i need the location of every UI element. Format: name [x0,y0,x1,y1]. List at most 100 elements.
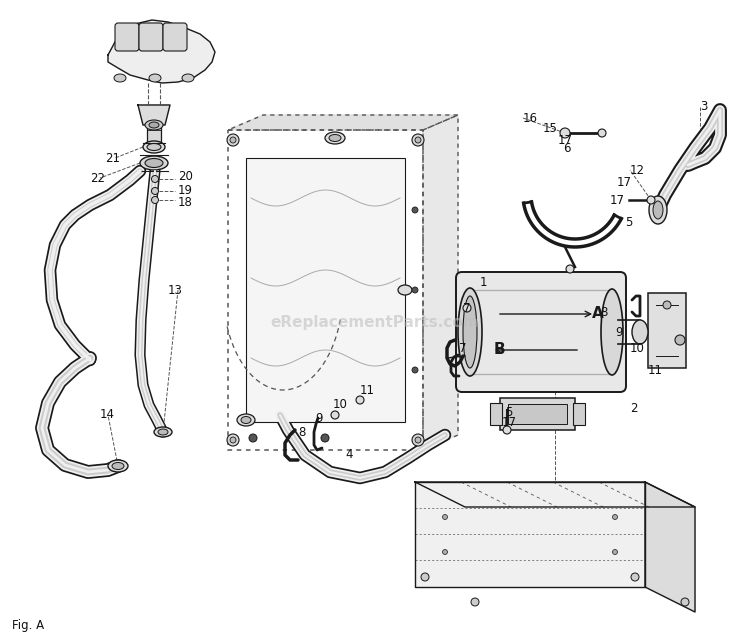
Ellipse shape [458,288,482,376]
Ellipse shape [632,320,648,344]
Text: 17: 17 [502,415,517,429]
Bar [573,403,585,425]
Text: 17: 17 [610,193,625,207]
Polygon shape [415,482,695,507]
Text: A: A [592,307,604,322]
Ellipse shape [147,144,161,151]
Circle shape [249,434,257,442]
Text: 8: 8 [600,307,608,319]
FancyBboxPatch shape [163,23,187,51]
Ellipse shape [237,414,255,426]
Circle shape [647,196,655,204]
Text: eReplacementParts.com: eReplacementParts.com [271,314,479,329]
Text: 5: 5 [625,216,632,230]
Circle shape [503,426,511,434]
Circle shape [412,134,424,146]
Ellipse shape [653,201,663,219]
Text: 20: 20 [178,170,193,184]
Circle shape [442,550,448,555]
Circle shape [631,573,639,581]
Text: 15: 15 [543,121,558,134]
Text: 2: 2 [630,401,638,415]
Ellipse shape [143,141,165,153]
Circle shape [321,434,329,442]
Circle shape [412,287,418,293]
Bar [508,404,567,424]
Text: 11: 11 [360,384,375,396]
Circle shape [566,265,574,273]
Circle shape [442,515,448,520]
Circle shape [421,573,429,581]
Circle shape [471,598,479,606]
Circle shape [463,304,471,312]
Circle shape [230,137,236,143]
Circle shape [681,598,689,606]
Polygon shape [645,482,695,612]
Ellipse shape [154,427,172,437]
Circle shape [152,176,158,183]
Ellipse shape [149,74,161,82]
Text: B: B [494,343,506,357]
Text: 6: 6 [563,141,571,155]
Text: 17: 17 [558,134,573,146]
Circle shape [415,437,421,443]
Circle shape [613,550,617,555]
Text: 11: 11 [648,364,663,377]
Text: 12: 12 [630,163,645,177]
Circle shape [412,434,424,446]
Text: 9: 9 [615,326,622,340]
Circle shape [412,207,418,213]
Polygon shape [423,115,458,450]
Ellipse shape [241,417,251,424]
Circle shape [152,197,158,204]
Ellipse shape [145,158,163,167]
Text: 7: 7 [463,301,470,314]
Ellipse shape [649,196,667,224]
Ellipse shape [601,289,623,375]
Ellipse shape [329,134,341,141]
Circle shape [412,367,418,373]
Circle shape [227,434,239,446]
Text: 9: 9 [315,411,322,424]
Text: 5: 5 [505,406,512,418]
FancyBboxPatch shape [115,23,139,51]
Ellipse shape [158,429,168,435]
Polygon shape [108,20,215,83]
Circle shape [356,396,364,404]
Text: 10: 10 [630,342,645,354]
Text: 16: 16 [523,111,538,125]
Bar [490,403,502,425]
Bar [228,130,423,450]
Ellipse shape [182,74,194,82]
Ellipse shape [114,74,126,82]
Text: 4: 4 [345,448,352,462]
Circle shape [152,188,158,195]
Text: 19: 19 [178,184,193,198]
Circle shape [230,437,236,443]
Ellipse shape [145,120,163,130]
Circle shape [415,137,421,143]
Ellipse shape [149,122,159,128]
Circle shape [613,515,617,520]
Ellipse shape [463,296,477,368]
Circle shape [227,134,239,146]
Text: 1: 1 [480,277,488,289]
Circle shape [663,301,671,309]
Bar [500,398,575,430]
Circle shape [331,411,339,419]
Circle shape [675,335,685,345]
Text: Fig. A: Fig. A [12,618,44,632]
Text: 10: 10 [333,398,348,410]
Ellipse shape [108,460,128,472]
FancyBboxPatch shape [456,272,626,392]
Text: 21: 21 [105,151,120,165]
Text: 22: 22 [90,172,105,184]
Polygon shape [415,482,645,587]
Text: 3: 3 [700,100,707,113]
FancyBboxPatch shape [139,23,163,51]
Ellipse shape [325,132,345,144]
Text: 14: 14 [100,408,115,422]
Polygon shape [228,115,458,130]
Text: 18: 18 [178,197,193,209]
Text: 13: 13 [168,284,183,296]
